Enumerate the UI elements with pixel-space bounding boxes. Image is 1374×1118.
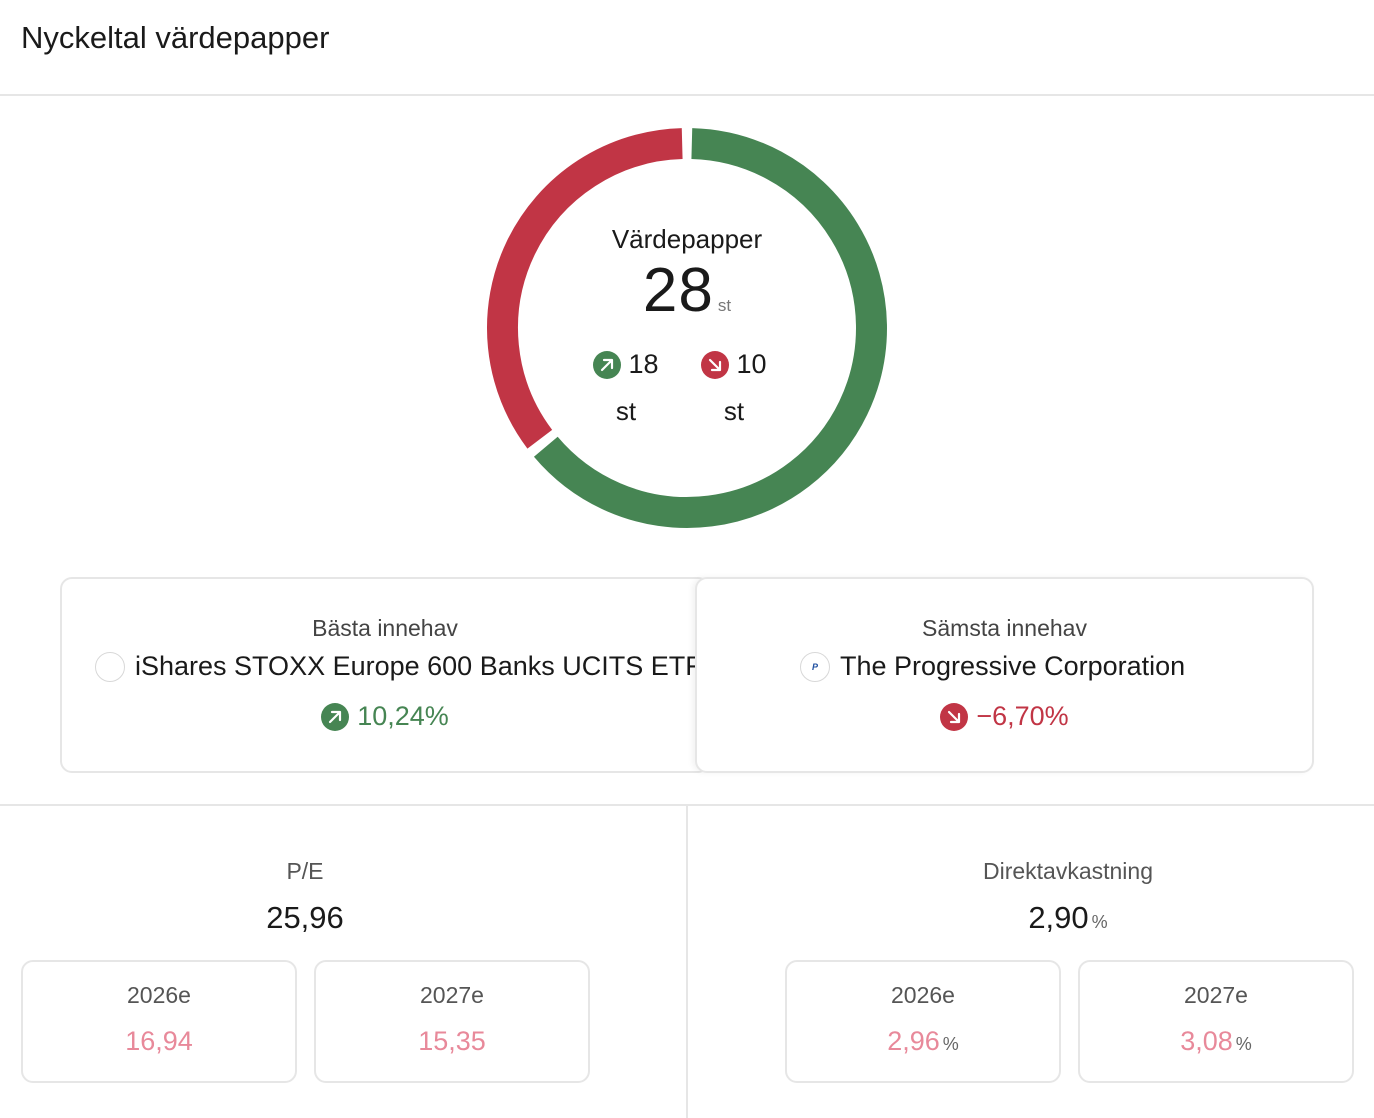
dividend-estimate-unit: % bbox=[942, 1034, 959, 1054]
dividend-estimate-value: 2,96 bbox=[887, 1026, 940, 1056]
arrow-down-right-icon bbox=[701, 350, 730, 379]
donut-arc-up[interactable] bbox=[533, 128, 887, 528]
up-count-unit: st bbox=[615, 396, 637, 426]
pe-estimate-value: 15,35 bbox=[418, 1026, 486, 1056]
worst-holding-label: Sämsta innehav bbox=[922, 615, 1087, 641]
donut-center-label: Värdepapper bbox=[611, 224, 763, 254]
down-count-unit: st bbox=[723, 396, 745, 426]
arrow-down-right-icon bbox=[940, 702, 969, 731]
pe-title: P/E bbox=[286, 858, 324, 884]
pe-estimate-value: 16,94 bbox=[125, 1026, 193, 1056]
donut-arc-down[interactable] bbox=[487, 128, 683, 449]
dividend-estimate-card: 2026e 2,96% bbox=[785, 960, 1061, 1083]
dividend-yield-value: 2,90 bbox=[1028, 900, 1089, 935]
header: Nyckeltal värdepapper bbox=[0, 0, 1374, 96]
arrow-up-right-icon bbox=[321, 702, 350, 731]
pe-estimate-year: 2027e bbox=[420, 982, 484, 1008]
up-count: 18 bbox=[628, 349, 659, 379]
dividend-estimate-value-row: 2,96% bbox=[787, 1026, 1059, 1057]
best-holding-change: 10,24% bbox=[62, 701, 708, 732]
worst-holding-change-value: −6,70% bbox=[976, 701, 1069, 731]
up-count-group: 18 st bbox=[581, 349, 671, 427]
worst-holding-name[interactable]: The Progressive Corporation bbox=[840, 651, 1186, 681]
pe-estimate-card: 2027e 15,35 bbox=[314, 960, 590, 1083]
donut-svg bbox=[487, 128, 887, 528]
column-divider bbox=[686, 806, 688, 1118]
total-count: 28 bbox=[642, 256, 714, 325]
pe-estimate-year: 2026e bbox=[127, 982, 191, 1008]
section-divider bbox=[0, 804, 1374, 806]
best-holding-name[interactable]: iShares STOXX Europe 600 Banks UCITS ETF bbox=[135, 651, 702, 681]
worst-holding-name-row[interactable]: P The Progressive Corporation bbox=[800, 651, 1185, 682]
best-holding-name-row[interactable]: iShares STOXX Europe 600 Banks UCITS ETF bbox=[95, 651, 702, 682]
dividend-estimate-year: 2026e bbox=[891, 982, 955, 1008]
down-count: 10 bbox=[736, 349, 767, 379]
arrow-up-right-icon bbox=[593, 350, 622, 379]
worst-holding-card[interactable]: Sämsta innehav P The Progressive Corpora… bbox=[695, 577, 1314, 773]
best-holding-label: Bästa innehav bbox=[312, 615, 458, 641]
pe-value: 25,96 bbox=[266, 900, 344, 935]
dividend-estimate-card: 2027e 3,08% bbox=[1078, 960, 1354, 1083]
dividend-yield-title: Direktavkastning bbox=[982, 858, 1154, 884]
dividend-estimate-value: 3,08 bbox=[1180, 1026, 1233, 1056]
progressive-logo-icon: P bbox=[800, 651, 830, 682]
dividend-estimate-value-row: 3,08% bbox=[1080, 1026, 1352, 1057]
page-title: Nyckeltal värdepapper bbox=[21, 20, 330, 55]
dividend-estimate-unit: % bbox=[1235, 1034, 1252, 1054]
down-count-group: 10 st bbox=[689, 349, 779, 427]
pe-estimate-card: 2026e 16,94 bbox=[21, 960, 297, 1083]
worst-holding-change: −6,70% bbox=[697, 701, 1312, 732]
dividend-yield-unit: % bbox=[1091, 912, 1108, 932]
best-holding-card[interactable]: Bästa innehav iShares STOXX Europe 600 B… bbox=[60, 577, 710, 773]
ishares-logo-icon bbox=[95, 651, 125, 682]
total-unit: st bbox=[717, 296, 732, 315]
dividend-estimate-year: 2027e bbox=[1184, 982, 1248, 1008]
dividend-yield-value-row: 2,90% bbox=[868, 900, 1268, 936]
best-holding-change-value: 10,24% bbox=[357, 701, 449, 731]
